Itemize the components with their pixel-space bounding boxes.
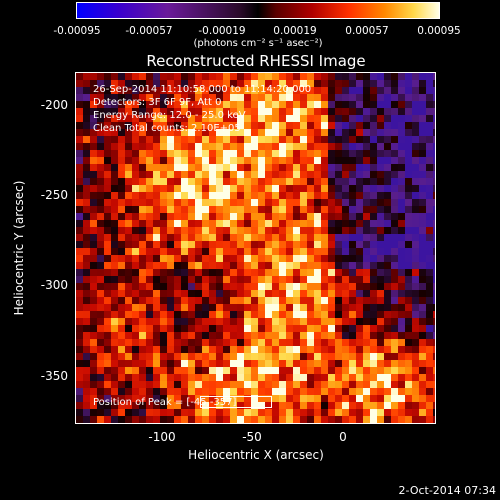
x-tick-label: 0 [339,430,347,444]
colorbar-tick-3: -0.00019 [198,25,246,37]
colorbar-tick-1: -0.00095 [53,25,101,37]
colorbar-tick-6: 0.00095 [417,25,461,37]
x-tick-label: -50 [242,430,262,444]
total-counts-text: Clean Total counts: 2.10E+05 [93,123,241,134]
y-tick-label: -350 [40,369,68,383]
date-stamp: 2-Oct-2014 07:34 [398,484,496,497]
colorbar-tick-4: 0.00019 [273,25,317,37]
y-tick-label: -250 [40,188,68,202]
colorbar [76,2,440,19]
time-range-text: 26-Sep-2014 11:10:58.000 to 11:14:20.000 [93,84,312,95]
y-tick-label: -300 [40,278,68,292]
x-axis-label: Heliocentric X (arcsec) [188,448,324,462]
x-tick-label: -100 [148,430,176,444]
peak-marker-box [200,396,272,408]
peak-position-text: Position of Peak = [-45,-357] [93,397,237,408]
colorbar-tick-5: 0.00057 [345,25,389,37]
detectors-text: Detectors: 3F 6F 9F, Att 0 [93,97,222,108]
colorbar-units: (photons cm⁻² s⁻¹ asec⁻²) [193,38,323,49]
solar-image [75,72,436,424]
plot-title: Reconstructed RHESSI Image [146,52,366,70]
heatmap-image [76,73,435,423]
energy-range-text: Energy Range: 12.0 - 25.0 keV [93,110,246,121]
y-tick-label: -200 [40,98,68,112]
y-axis-label: Heliocentric Y (arcsec) [12,180,26,316]
colorbar-tick-2: -0.00057 [125,25,173,37]
